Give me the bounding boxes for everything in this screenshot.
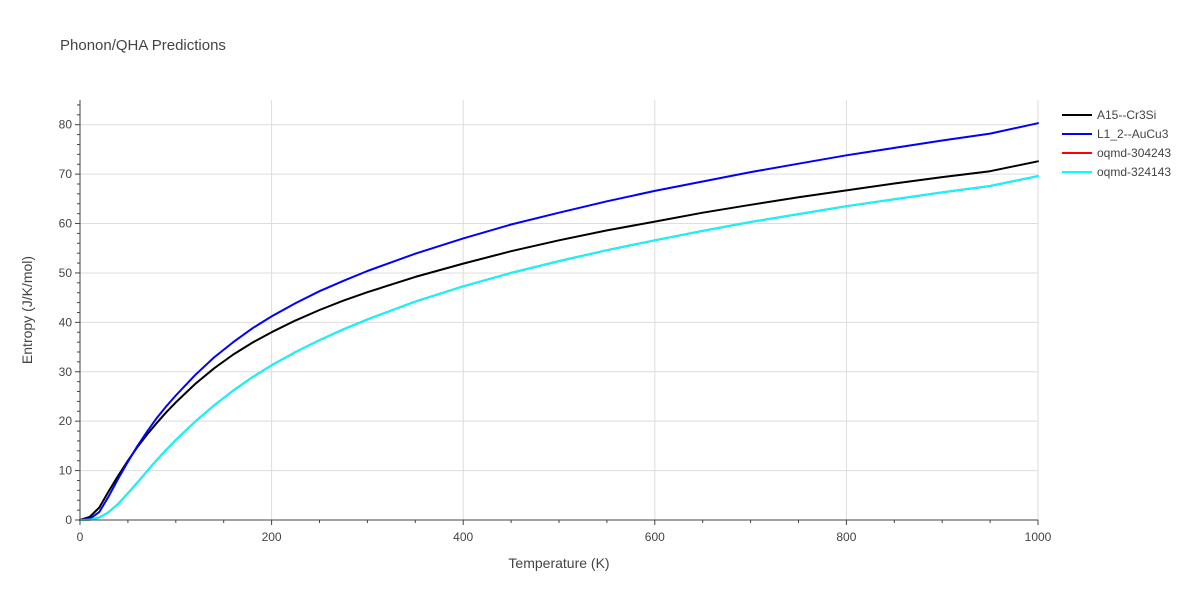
y-tick-label: 20 [59, 414, 73, 428]
y-tick-label: 0 [65, 513, 72, 527]
y-tick-label: 40 [59, 315, 73, 329]
legend[interactable]: A15--Cr3Si L1_2--AuCu3 oqmd-304243 oqmd-324… [1062, 108, 1171, 179]
y-tick-label: 10 [59, 464, 73, 478]
grid-lines [80, 100, 1039, 520]
x-tick-label: 800 [836, 530, 856, 544]
legend-item[interactable]: A15--Cr3Si [1062, 108, 1156, 122]
series-line-a15-cr3si[interactable] [79, 160, 1039, 521]
legend-item[interactable]: oqmd-304243 [1062, 146, 1171, 160]
y-tick-label: 30 [59, 365, 73, 379]
y-tick-label: 60 [59, 217, 73, 231]
chart-title: Phonon/QHA Predictions [60, 37, 226, 54]
y-tick-label: 70 [59, 167, 73, 181]
legend-label: L1_2--AuCu3 [1097, 127, 1169, 141]
y-tick-label: 50 [59, 266, 73, 280]
axis-ticks: 0 200 400 600 800 1000 0 10 20 30 40 50 60 70 80 [59, 118, 1052, 544]
legend-label: oqmd-304243 [1097, 146, 1171, 160]
legend-label: A15--Cr3Si [1097, 108, 1156, 122]
x-axis-label: Temperature (K) [508, 555, 609, 571]
legend-item[interactable]: L1_2--AuCu3 [1062, 127, 1169, 141]
x-tick-label: 1000 [1025, 530, 1052, 544]
series-line-l1-2-aucu3[interactable] [79, 122, 1039, 521]
x-tick-label: 400 [453, 530, 473, 544]
axes [75, 100, 1039, 525]
series-line-oqmd-324143[interactable] [79, 175, 1039, 521]
legend-item[interactable]: oqmd-324143 [1062, 165, 1171, 179]
series-lines [79, 122, 1039, 521]
y-tick-label: 80 [59, 118, 73, 132]
y-axis-label: Entropy (J/K/mol) [19, 256, 35, 364]
x-tick-label: 0 [77, 530, 84, 544]
x-tick-label: 600 [645, 530, 665, 544]
legend-label: oqmd-324143 [1097, 165, 1171, 179]
series-line-oqmd-304243[interactable] [79, 175, 1039, 521]
x-tick-label: 200 [262, 530, 282, 544]
